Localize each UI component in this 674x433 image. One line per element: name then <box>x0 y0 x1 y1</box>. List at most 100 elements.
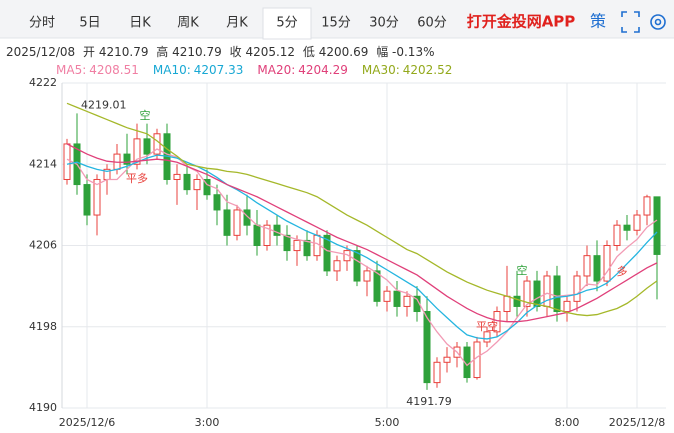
candle-body <box>193 178 201 191</box>
legend-name: MA5: <box>56 63 86 77</box>
info-open-label: 开 <box>83 45 95 59</box>
tab[interactable]: 60分 <box>417 16 447 31</box>
candle-body <box>403 295 411 307</box>
candle-body <box>293 239 301 252</box>
candle-body <box>393 290 401 307</box>
candle-body <box>173 173 181 180</box>
candle-body <box>483 331 491 343</box>
candle-body <box>203 178 211 196</box>
candle-body <box>533 280 541 307</box>
signal-label: 平空 <box>476 319 498 333</box>
legend-value: 4204.29 <box>298 63 348 77</box>
signal-label: 多 <box>617 264 628 278</box>
candle-body <box>353 250 361 282</box>
strategy-button[interactable]: 策 <box>590 12 606 31</box>
candle-body <box>503 295 511 313</box>
x-tick-label: 8:00 <box>555 416 580 429</box>
candle-body <box>83 184 91 216</box>
candle-body <box>133 138 141 165</box>
quote-info: 2025/12/08 开 4210.79 高 4210.79 收 4205.12… <box>6 44 434 59</box>
selected-tab-bg <box>262 7 312 40</box>
max-label: 4219.01 <box>81 98 127 111</box>
candle-body <box>143 138 151 155</box>
info-high-label: 高 <box>156 44 168 59</box>
settings-button[interactable] <box>650 14 666 30</box>
candle-body <box>253 224 261 246</box>
candle-body <box>493 311 501 333</box>
candle-body <box>373 270 381 302</box>
ma-line <box>66 143 658 323</box>
candle-body <box>383 290 391 302</box>
legend-name: MA10: <box>153 63 191 77</box>
candle-body <box>433 361 441 384</box>
app-link[interactable]: 打开金投网APP <box>467 13 576 31</box>
signal-label: 空 <box>517 263 528 277</box>
signal-label: 空 <box>140 108 151 122</box>
candle-body <box>573 275 581 302</box>
tabs: 分时 5日 日K 周K 月K 5分 15分 30分 60分 <box>29 16 447 31</box>
tab[interactable]: 日K <box>129 16 151 31</box>
tab[interactable]: 5日 <box>79 16 100 31</box>
x-tick-label: 3:00 <box>195 416 220 429</box>
candle-body <box>273 224 281 236</box>
candle-body <box>643 196 651 216</box>
legend-value: 4208.51 <box>89 63 139 77</box>
y-tick-label: 4222 <box>29 76 57 89</box>
legend-name: MA20: <box>257 63 295 77</box>
tab[interactable]: 15分 <box>321 16 351 31</box>
candle-body <box>333 260 341 272</box>
candle-body <box>583 255 591 277</box>
info-close: 4205.12 <box>245 45 295 59</box>
candle-body <box>323 234 331 272</box>
info-open: 4210.79 <box>99 45 149 59</box>
settings-icon-center <box>654 18 662 26</box>
legend-value: 4202.52 <box>403 63 453 77</box>
tab[interactable]: 5分 <box>276 16 297 31</box>
candle-body <box>513 295 521 307</box>
candle-body <box>283 234 291 252</box>
candle-body <box>443 356 451 363</box>
candle-body <box>363 270 371 282</box>
x-tick-label: 5:00 <box>375 416 400 429</box>
x-tick-label: 2025/12/6 <box>59 416 115 429</box>
tab[interactable]: 分时 <box>29 16 55 31</box>
info-high: 4210.79 <box>172 45 222 59</box>
candle-body <box>523 280 531 307</box>
candle-body <box>423 311 431 384</box>
info-date: 2025/12/08 <box>6 45 75 59</box>
tab[interactable]: 30分 <box>369 16 399 31</box>
info-close-label: 收 <box>230 45 242 59</box>
min-label: 4191.79 <box>406 395 452 408</box>
candle-body <box>593 255 601 282</box>
candle-body <box>603 245 611 282</box>
legend-name: MA30: <box>362 63 400 77</box>
candle-body <box>553 275 561 313</box>
x-tick-label: 2025/12/8 <box>609 416 665 429</box>
tab-bar <box>0 0 674 38</box>
candle-body <box>343 250 351 262</box>
info-change-label: 幅 <box>376 44 388 59</box>
candle-body <box>303 239 311 257</box>
candle-body <box>213 194 221 211</box>
settings-icon <box>650 14 666 30</box>
candle-body <box>223 209 231 236</box>
ma-line <box>66 154 658 340</box>
candle-body <box>653 196 661 255</box>
fullscreen-button[interactable] <box>621 11 640 33</box>
legend: MA5: 4208.51 MA10: 4207.33 MA20: 4204.29 MA30:… <box>56 63 452 77</box>
signal-label: 平多 <box>126 171 148 185</box>
tab[interactable]: 月K <box>226 16 248 31</box>
candle-body <box>623 224 631 231</box>
ma-line <box>66 102 658 317</box>
ma-line <box>66 148 658 367</box>
y-tick-label: 4190 <box>29 401 57 414</box>
tab[interactable]: 周K <box>177 16 199 31</box>
candle-body <box>613 224 621 246</box>
candle-body <box>263 224 271 246</box>
candle-body <box>563 300 571 313</box>
info-low-label: 低 <box>303 45 315 59</box>
candle-body <box>93 178 101 216</box>
candle-body <box>63 143 71 180</box>
fullscreen-icon <box>621 11 640 33</box>
